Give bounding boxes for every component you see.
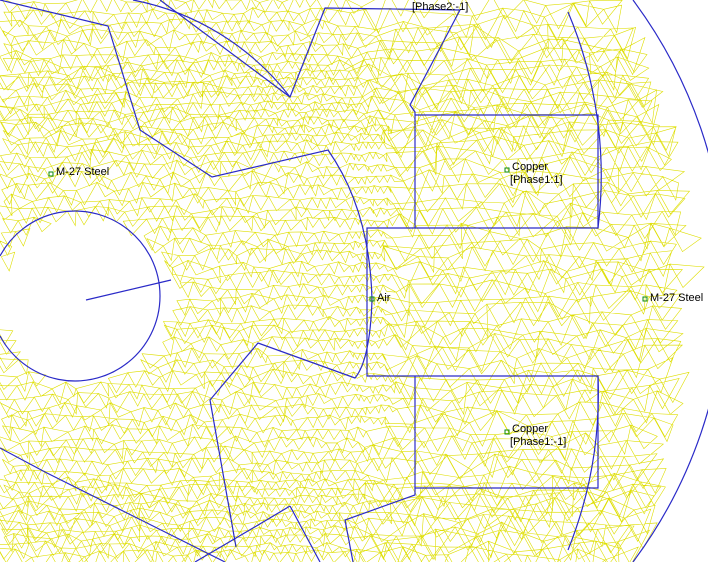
block-label-stator-steel[interactable]: M-27 Steel [642, 292, 703, 304]
stator-outer-arc [632, 0, 708, 563]
copper-top-material-label: Copper [512, 161, 548, 173]
rotor-steel-label: M-27 Steel [56, 166, 109, 178]
copper-bottom-circuit-label: [Phase1:-1] [510, 436, 566, 448]
block-label-phase2-partial[interactable]: [Phase2:-1] [412, 1, 468, 13]
block-label-copper-top[interactable]: Copper [Phase1:1] [504, 161, 563, 186]
phase2-circuit-label: [Phase2:-1] [412, 1, 468, 13]
block-label-rotor-steel[interactable]: M-27 Steel [48, 166, 109, 178]
block-labels: M-27 Steel Air M-27 Steel Copper [Phase1… [48, 1, 703, 448]
block-label-air[interactable]: Air [369, 292, 391, 304]
shaft-circle [0, 210, 161, 382]
slot-arc-top [567, 11, 602, 229]
shaft-radius-line [85, 279, 172, 301]
block-label-copper-bottom[interactable]: Copper [Phase1:-1] [504, 423, 566, 448]
air-label: Air [377, 292, 391, 304]
copper-top-circuit-label: [Phase1:1] [510, 174, 563, 186]
stator-steel-label: M-27 Steel [650, 292, 703, 304]
rotor-arc-bottom [194, 505, 291, 563]
rotor-outline [0, 0, 373, 563]
stator-inner-boundary [159, 0, 599, 563]
copper-bottom-material-label: Copper [512, 423, 548, 435]
slot-arc-bottom [567, 375, 599, 551]
rotor-arc-top [132, 0, 291, 98]
